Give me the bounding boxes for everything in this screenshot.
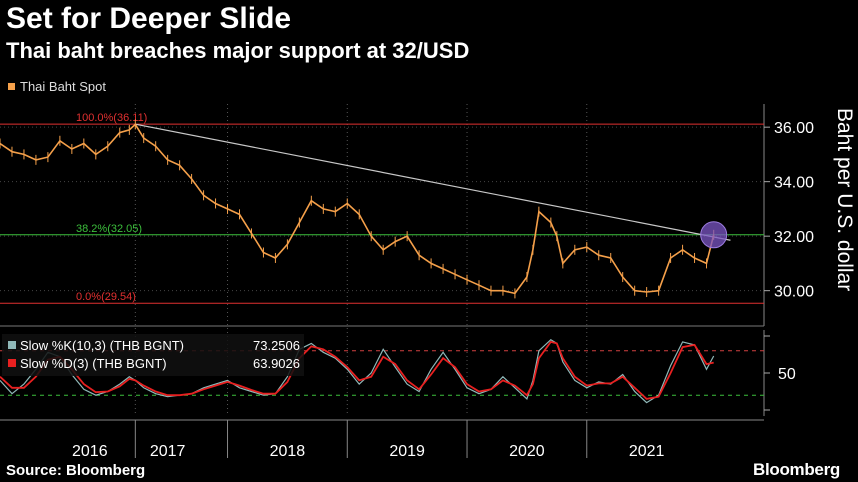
price-series-line [0, 123, 715, 295]
price-legend-swatch [8, 83, 15, 90]
price-legend: Thai Baht Spot [8, 79, 106, 94]
x-tick-label: 2018 [270, 443, 306, 460]
x-tick-label: 2016 [72, 443, 108, 460]
x-tick-label: 2021 [629, 443, 665, 460]
slow-d-line [0, 340, 714, 400]
fib-level-label: 0.0%(29.54) [76, 291, 136, 303]
breach-highlight [700, 221, 728, 249]
x-axis: 2016 2017 2018 2019 2020 2021 [0, 419, 764, 460]
price-legend-label: Thai Baht Spot [20, 79, 106, 94]
fib-level-label: 38.2%(32.05) [76, 223, 142, 235]
osc-legend-swatch [8, 359, 16, 367]
price-ytick-label: 36.00 [774, 120, 814, 137]
osc-legend-last: 73.2506 [253, 338, 300, 353]
x-tick-label: 2020 [509, 443, 545, 460]
chart-subtitle: Thai baht breaches major support at 32/U… [6, 38, 470, 63]
osc-ytick-label: 50 [778, 366, 796, 383]
osc-legend-box [2, 334, 304, 376]
price-ytick-label: 32.00 [774, 229, 814, 246]
osc-legend-last: 63.9026 [253, 356, 300, 371]
fib-level-label: 100.0%(36.11) [76, 112, 147, 124]
resistance-trendline [135, 123, 731, 241]
bloomberg-logo: Bloomberg [752, 460, 840, 479]
price-ytick-label: 34.00 [774, 175, 814, 192]
osc-legend-name: Slow %K(10,3) (THB BGNT) [20, 338, 184, 353]
osc-legend-name: Slow %D(3) (THB BGNT) [20, 356, 167, 371]
oscillator-panel: 50 Slow %K(10,3) (THB BGNT) 73.2506 Slow %D… [0, 330, 796, 416]
chart-title: Set for Deeper Slide [6, 2, 292, 35]
price-ytick-label: 30.00 [774, 284, 814, 301]
source-note: Source: Bloomberg [6, 462, 146, 479]
x-tick-label: 2019 [389, 443, 425, 460]
price-ylabel: Baht per U.S. dollar [833, 108, 856, 291]
x-tick-label: 2017 [150, 443, 186, 460]
osc-legend-swatch [8, 341, 16, 349]
